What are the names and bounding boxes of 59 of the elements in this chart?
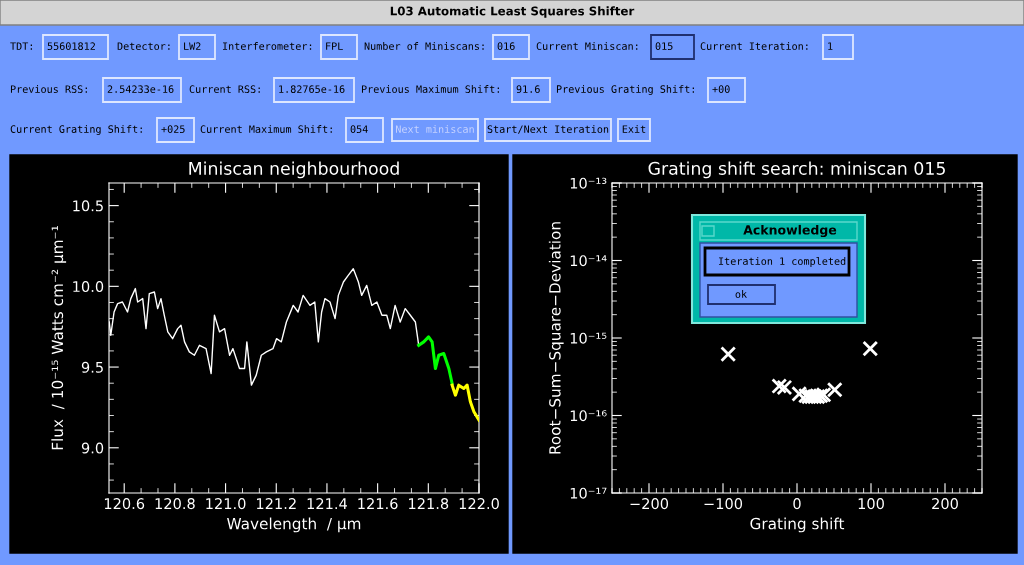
- y-tick-label: 10⁻¹⁵: [570, 332, 607, 344]
- text: Previous RSS:: [10, 85, 87, 93]
- text: TDT:: [10, 42, 32, 50]
- x-tick-label: 120.6: [104, 498, 145, 510]
- y-tick-label: 10⁻¹⁶: [570, 410, 607, 422]
- y-tick-label: 9.0: [81, 442, 104, 454]
- text: Number of Miniscans:: [364, 42, 484, 50]
- x-tick-label: −200: [630, 498, 669, 510]
- y-axis-title: Flux / 10⁻¹⁵ Watts cm⁻² μm⁻¹: [51, 226, 67, 450]
- y-tick-label: 10⁻¹⁷: [570, 487, 607, 499]
- x-tick-label: 121.6: [358, 498, 398, 510]
- x-tick-label: 100: [858, 498, 884, 510]
- text: LW2: [184, 42, 201, 50]
- y-tick-label: 10.0: [73, 281, 104, 293]
- x-tick-label: 121.8: [409, 498, 449, 510]
- x-tick-label: −100: [704, 498, 743, 510]
- text: FPL: [326, 42, 343, 50]
- text: 55601812: [47, 42, 95, 50]
- x-tick-label: 200: [932, 498, 958, 510]
- text: Current Iteration:: [700, 42, 808, 50]
- text: Exit: [622, 125, 646, 133]
- y-axis-title: Root−Sum−Square−Deviation: [548, 222, 564, 454]
- x-tick-label: 120.8: [155, 498, 195, 510]
- text: +025: [161, 125, 185, 133]
- text: Current Maximum Shift:: [200, 125, 332, 133]
- text: Interferometer:: [222, 42, 312, 50]
- text: L03 Automatic Least Squares Shifter: [390, 6, 635, 18]
- x-tick-label: 0: [793, 498, 801, 510]
- chart-title: Grating shift search: miniscan 015: [648, 161, 945, 179]
- y-tick-label: 10⁻¹³: [570, 177, 607, 189]
- x-tick-label: 121.0: [206, 498, 246, 510]
- x-axis-title: Wavelength / μm: [227, 517, 361, 533]
- text: 1: [828, 42, 833, 50]
- text: Previous Grating Shift:: [556, 85, 694, 95]
- x-tick-label: 121.4: [307, 498, 347, 509]
- x-tick-label: 122.0: [459, 498, 499, 510]
- text: 91.6: [516, 85, 540, 93]
- chart-title: Miniscan neighbourhood: [189, 161, 399, 179]
- x-axis-title: Grating shift: [750, 517, 845, 533]
- text: Acknowledge: [743, 224, 837, 238]
- text: 1.82765e-16: [279, 85, 345, 93]
- y-tick-label: 10.5: [73, 200, 103, 212]
- y-tick-label: 10⁻¹⁴: [570, 255, 607, 267]
- text: Next miniscan: [396, 125, 474, 133]
- text: 015: [655, 42, 673, 50]
- text: 016: [497, 42, 515, 50]
- x-tick-label: 121.2: [256, 498, 296, 509]
- text: Current RSS:: [189, 85, 260, 93]
- text: 054: [350, 125, 368, 133]
- annotation: ok: [735, 290, 747, 298]
- text: +00: [712, 85, 730, 93]
- text: Current Miniscan:: [536, 42, 638, 50]
- text: Previous Maximum Shift:: [361, 85, 499, 93]
- y-tick-label: 9.5: [81, 361, 103, 373]
- annotation: Iteration 1 completed: [718, 257, 846, 267]
- text: Current Grating Shift:: [10, 125, 142, 135]
- text: Start/Next Iteration: [487, 125, 609, 134]
- text: Detector:: [117, 42, 170, 50]
- text: 2.54233e-16: [107, 85, 174, 93]
